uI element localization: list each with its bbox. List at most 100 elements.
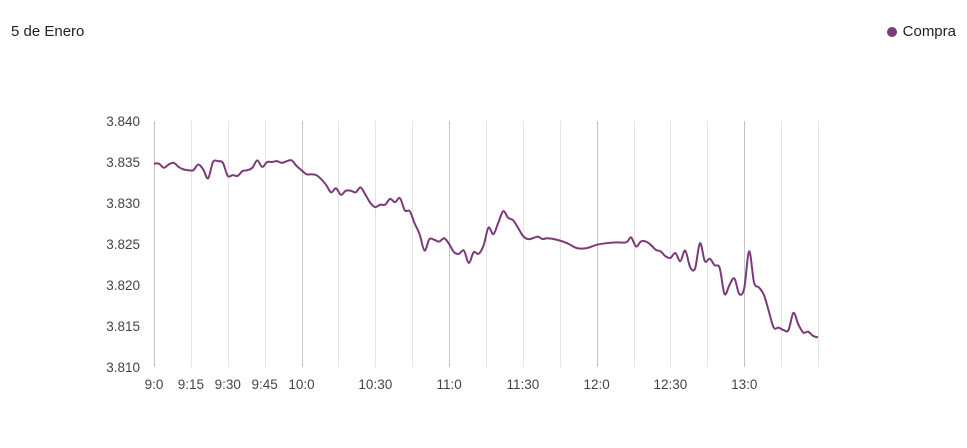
data-point[interactable] [785, 327, 791, 333]
data-point[interactable] [741, 285, 747, 291]
data-point[interactable] [254, 157, 260, 163]
data-point[interactable] [338, 192, 344, 198]
data-point[interactable] [461, 248, 467, 254]
data-point[interactable] [220, 160, 226, 166]
data-point[interactable] [672, 250, 678, 256]
data-point[interactable] [353, 189, 359, 195]
data-point[interactable] [417, 231, 423, 237]
data-point[interactable] [205, 175, 211, 181]
data-point[interactable] [736, 291, 742, 297]
data-point[interactable] [766, 308, 772, 314]
data-point[interactable] [746, 248, 752, 254]
data-point[interactable] [407, 208, 413, 214]
data-point[interactable] [805, 329, 811, 335]
data-point[interactable] [422, 248, 428, 254]
data-point[interactable] [717, 265, 723, 271]
data-point[interactable] [795, 321, 801, 327]
data-point[interactable] [658, 248, 664, 254]
data-point[interactable] [584, 245, 590, 251]
data-point[interactable] [387, 196, 393, 202]
data-point[interactable] [289, 157, 295, 163]
y-axis-ticks: 3.840 3.835 3.830 3.825 3.820 3.815 3.810 [106, 114, 140, 375]
data-point[interactable] [722, 291, 728, 297]
y-tick-label: 3.815 [106, 319, 140, 334]
data-point[interactable] [682, 248, 688, 254]
data-point[interactable] [363, 192, 369, 198]
data-point[interactable] [481, 243, 487, 249]
data-point[interactable] [441, 235, 447, 241]
data-point[interactable] [790, 310, 796, 316]
data-point[interactable] [156, 161, 162, 167]
data-point[interactable] [544, 235, 550, 241]
data-point[interactable] [190, 167, 196, 173]
data-point[interactable] [751, 280, 757, 286]
data-point[interactable] [623, 239, 629, 245]
data-point[interactable] [323, 182, 329, 188]
data-point[interactable] [446, 241, 452, 247]
data-point[interactable] [490, 231, 496, 237]
data-point[interactable] [456, 251, 462, 257]
data-point[interactable] [249, 165, 255, 171]
data-point[interactable] [707, 256, 713, 262]
x-tick-label: 11:0 [436, 377, 461, 392]
grid-lines [154, 121, 819, 367]
y-tick-label: 3.835 [106, 155, 140, 170]
data-point[interactable] [485, 225, 491, 231]
x-tick-label: 10:30 [358, 377, 392, 392]
data-point[interactable] [171, 160, 177, 166]
data-point[interactable] [161, 165, 167, 171]
data-point[interactable] [677, 258, 683, 264]
data-point[interactable] [594, 242, 600, 248]
data-point[interactable] [731, 275, 737, 281]
data-point[interactable] [761, 292, 767, 298]
data-point[interactable] [299, 167, 305, 173]
x-axis-ticks: 9:0 9:15 9:30 9:45 10:0 10:30 11:0 11:30 12:0 12:… [145, 377, 758, 392]
data-point[interactable] [697, 240, 703, 246]
data-point[interactable] [564, 240, 570, 246]
data-point[interactable] [613, 239, 619, 245]
data-point[interactable] [466, 260, 472, 266]
x-tick-label: 13:0 [731, 377, 757, 392]
x-tick-label: 10:0 [288, 377, 314, 392]
data-point[interactable] [554, 237, 560, 243]
data-point[interactable] [628, 234, 634, 240]
data-point[interactable] [756, 284, 762, 290]
data-point[interactable] [392, 199, 398, 205]
data-point[interactable] [495, 220, 501, 226]
data-point[interactable] [815, 334, 821, 340]
data-point[interactable] [367, 200, 373, 206]
data-point[interactable] [333, 185, 339, 191]
data-point[interactable] [259, 164, 265, 170]
data-point[interactable] [643, 239, 649, 245]
series-line-compra[interactable] [153, 159, 819, 339]
data-point[interactable] [318, 176, 324, 182]
legend-item-compra[interactable]: Compra [886, 23, 956, 40]
data-point[interactable] [235, 173, 241, 179]
x-tick-label: 12:30 [654, 377, 688, 392]
data-point[interactable] [515, 225, 521, 231]
data-point[interactable] [667, 255, 673, 261]
data-point[interactable] [633, 243, 639, 249]
data-point[interactable] [648, 242, 654, 248]
data-point[interactable] [412, 221, 418, 227]
y-tick-label: 3.820 [106, 278, 140, 293]
data-point[interactable] [436, 239, 442, 245]
data-point[interactable] [604, 240, 610, 246]
data-point[interactable] [358, 184, 364, 190]
data-point[interactable] [692, 266, 698, 272]
data-point[interactable] [328, 189, 334, 195]
data-point[interactable] [200, 166, 206, 172]
data-point[interactable] [520, 233, 526, 239]
data-point[interactable] [510, 217, 516, 223]
y-tick-label: 3.810 [106, 360, 140, 375]
data-point[interactable] [294, 163, 300, 169]
data-point[interactable] [382, 202, 388, 208]
data-point[interactable] [726, 282, 732, 288]
data-point[interactable] [500, 208, 506, 214]
x-tick-label: 9:15 [178, 377, 204, 392]
data-point[interactable] [195, 161, 201, 167]
data-point[interactable] [574, 245, 580, 251]
data-point[interactable] [397, 195, 403, 201]
data-point[interactable] [313, 172, 319, 178]
data-point[interactable] [476, 251, 482, 257]
